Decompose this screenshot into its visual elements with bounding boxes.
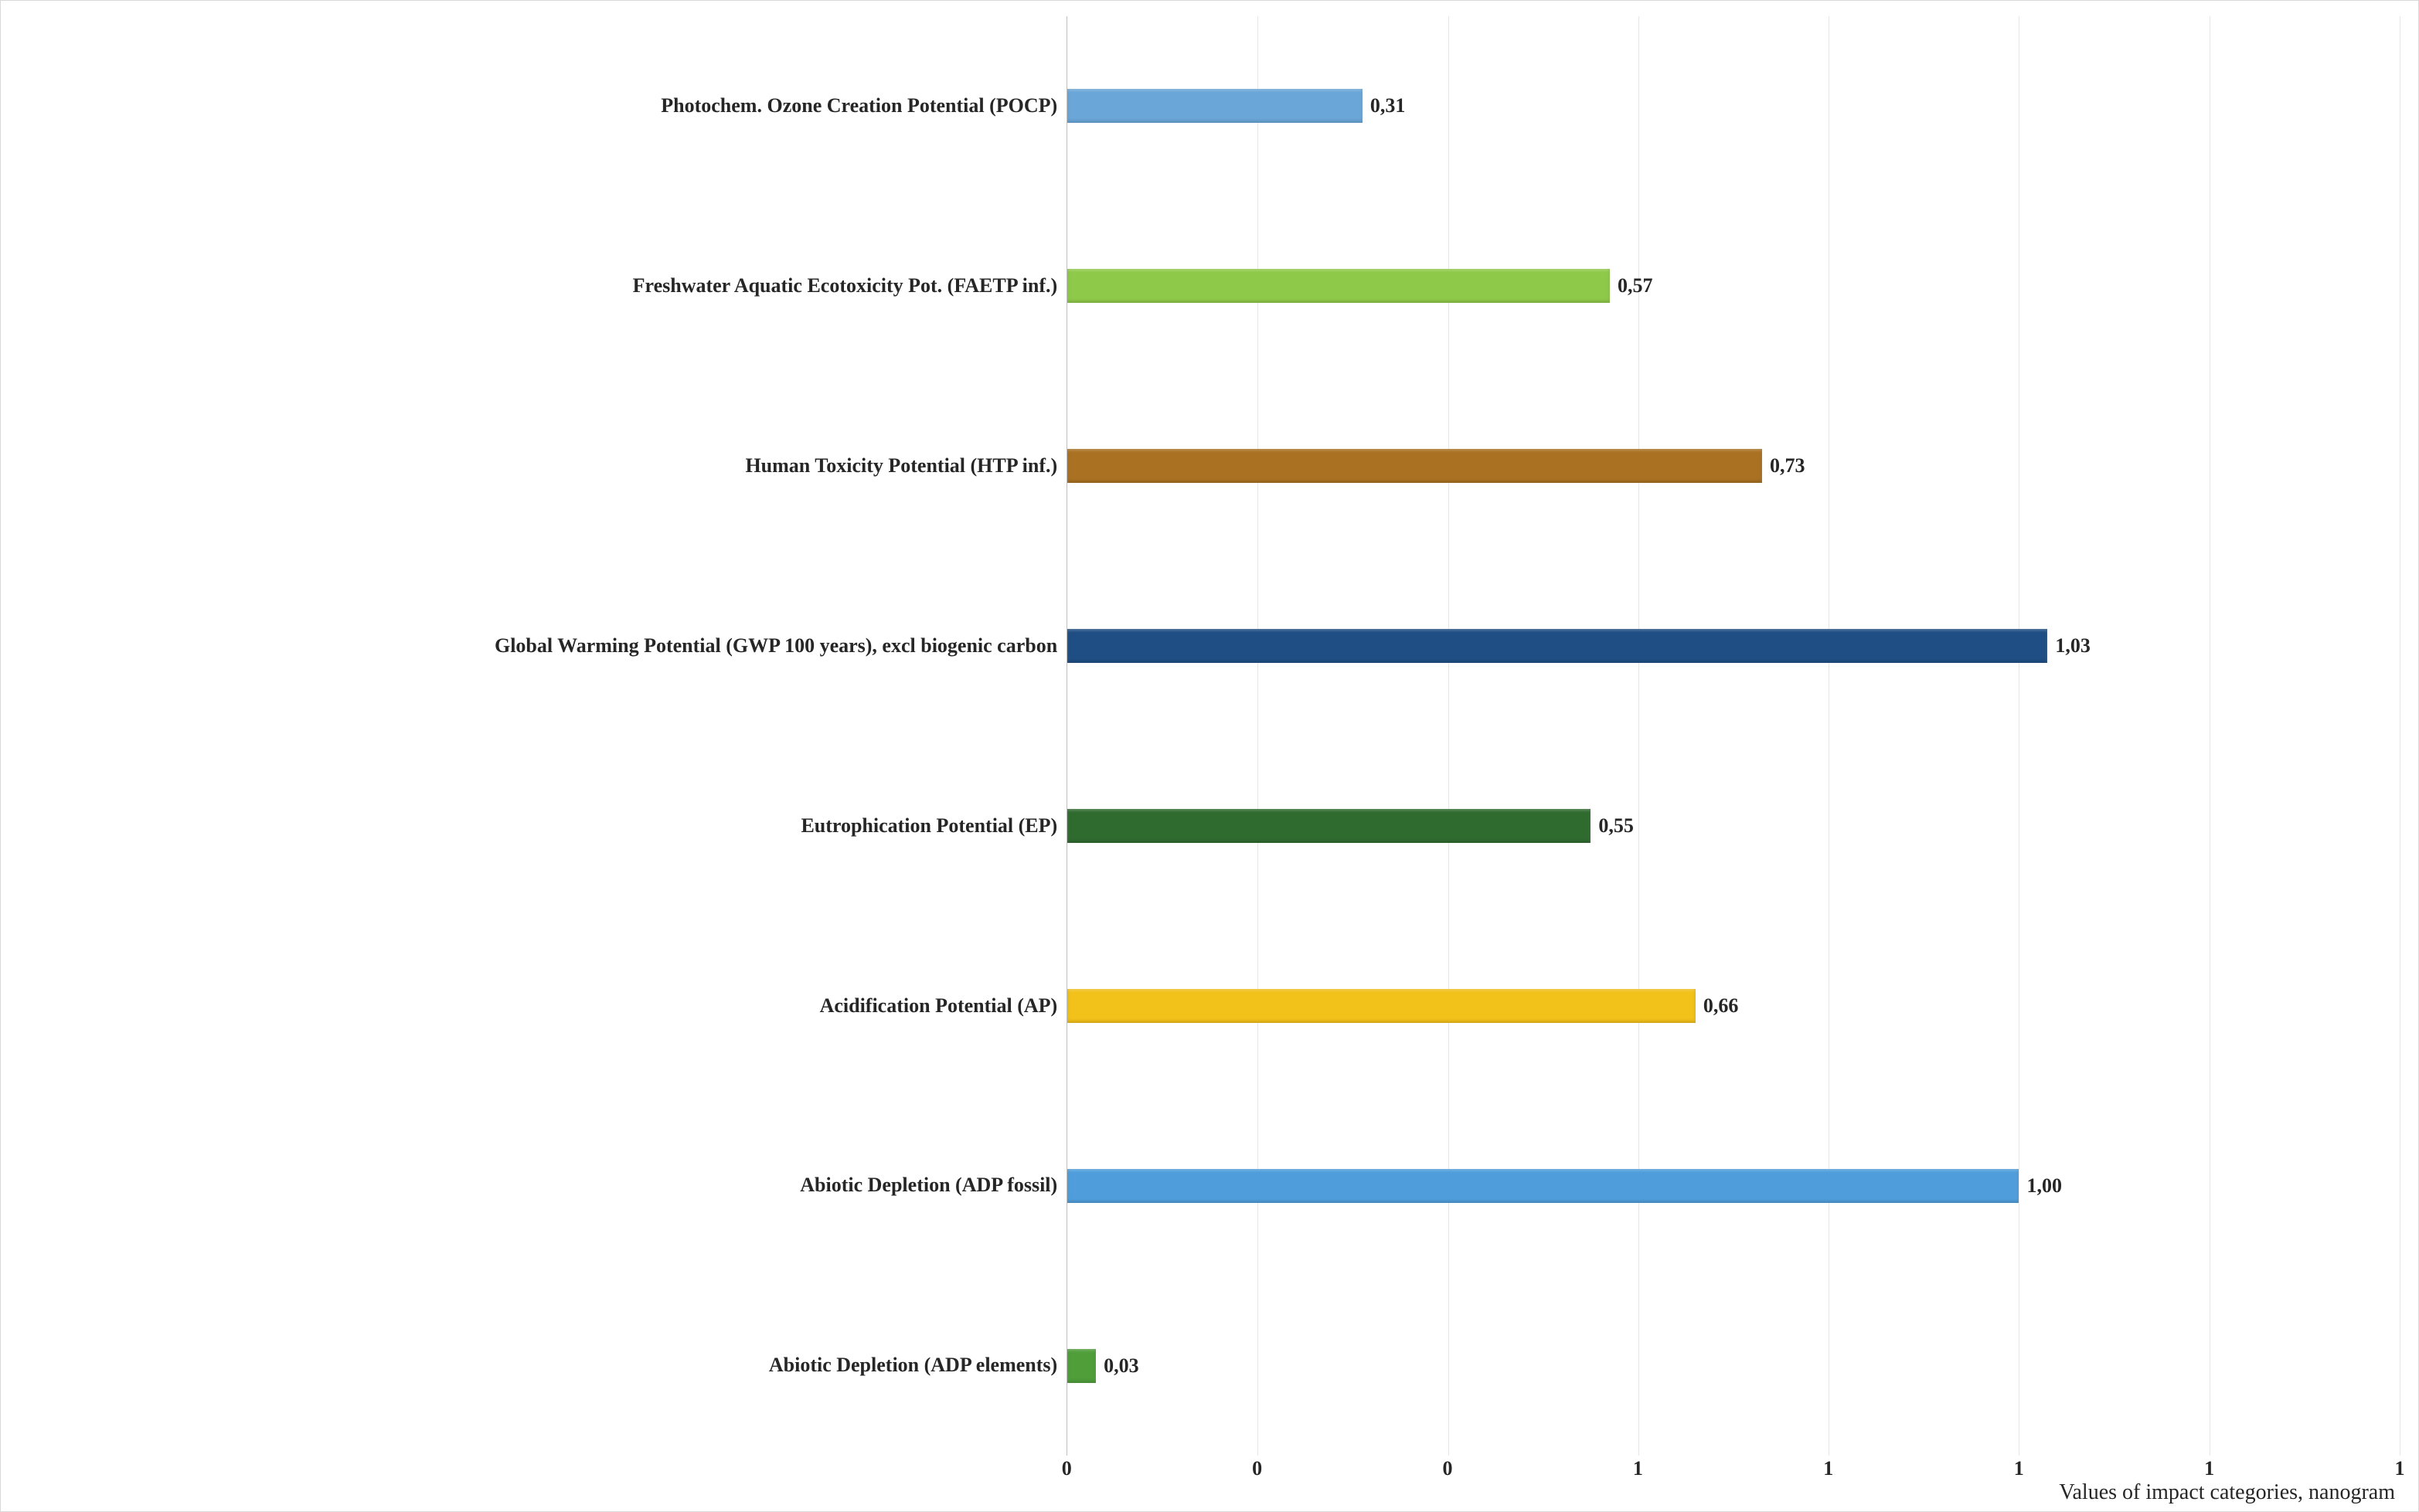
- x-tick: 1: [2395, 1457, 2405, 1480]
- bar-slot: 0,66: [1067, 989, 2400, 1023]
- bar-value-label: 0,31: [1363, 94, 1406, 117]
- category-label: Abiotic Depletion (ADP fossil): [19, 1173, 1067, 1198]
- bar-value-label: 0,73: [1762, 454, 1805, 477]
- bars-container: 0,31 0,57 0,73 1,03 0,55 0,66 1,00 0,03: [1067, 16, 2400, 1456]
- category-label: Photochem. Ozone Creation Potential (POC…: [19, 93, 1067, 119]
- x-tick: 0: [1062, 1457, 1072, 1480]
- bar: [1067, 629, 2047, 663]
- category-label: Freshwater Aquatic Ecotoxicity Pot. (FAE…: [19, 274, 1067, 299]
- bar-value-label: 1,03: [2047, 634, 2091, 657]
- bar: [1067, 449, 1762, 483]
- bar-value-label: 0,55: [1591, 814, 1634, 838]
- axis-spacer: [19, 1480, 1067, 1505]
- x-axis-label: Values of impact categories, nanogram: [1067, 1480, 2400, 1505]
- x-axis-ticks: 00011111: [1067, 1457, 2400, 1480]
- bar-slot: 1,03: [1067, 629, 2400, 663]
- bar-value-label: 0,57: [1610, 274, 1653, 297]
- category-label: Eutrophication Potential (EP): [19, 814, 1067, 839]
- x-tick: 0: [1442, 1457, 1452, 1480]
- category-label: Human Toxicity Potential (HTP inf.): [19, 454, 1067, 479]
- chart-inner: Photochem. Ozone Creation Potential (POC…: [19, 16, 2400, 1505]
- bar: [1067, 1349, 1096, 1383]
- bar: [1067, 809, 1591, 843]
- x-tick: 1: [1823, 1457, 1833, 1480]
- x-axis-ticks-row: 00011111: [19, 1457, 2400, 1480]
- x-tick: 1: [2204, 1457, 2214, 1480]
- x-tick: 1: [2014, 1457, 2024, 1480]
- category-label: Abiotic Depletion (ADP elements): [19, 1353, 1067, 1378]
- x-tick: 0: [1252, 1457, 1262, 1480]
- plot-area: 0,31 0,57 0,73 1,03 0,55 0,66 1,00 0,03: [1067, 16, 2400, 1456]
- bar-slot: 0,03: [1067, 1349, 2400, 1383]
- bar: [1067, 89, 1363, 123]
- x-axis-label-row: Values of impact categories, nanogram: [19, 1480, 2400, 1505]
- bar-value-label: 0,66: [1696, 994, 1739, 1018]
- bar-slot: 0,31: [1067, 89, 2400, 123]
- bar-value-label: 0,03: [1096, 1354, 1139, 1378]
- bar-slot: 0,55: [1067, 809, 2400, 843]
- plot-row: Photochem. Ozone Creation Potential (POC…: [19, 16, 2400, 1456]
- bar-slot: 0,73: [1067, 449, 2400, 483]
- bar-slot: 0,57: [1067, 269, 2400, 303]
- chart-frame: Photochem. Ozone Creation Potential (POC…: [0, 0, 2419, 1512]
- category-label: Global Warming Potential (GWP 100 years)…: [19, 634, 1067, 659]
- x-tick: 1: [1633, 1457, 1643, 1480]
- category-label: Acidification Potential (AP): [19, 994, 1067, 1019]
- y-axis-labels: Photochem. Ozone Creation Potential (POC…: [19, 16, 1067, 1456]
- bar-slot: 1,00: [1067, 1169, 2400, 1203]
- bar: [1067, 1169, 2019, 1203]
- bar: [1067, 269, 1610, 303]
- bar: [1067, 989, 1696, 1023]
- bar-value-label: 1,00: [2019, 1174, 2062, 1198]
- axis-spacer: [19, 1457, 1067, 1480]
